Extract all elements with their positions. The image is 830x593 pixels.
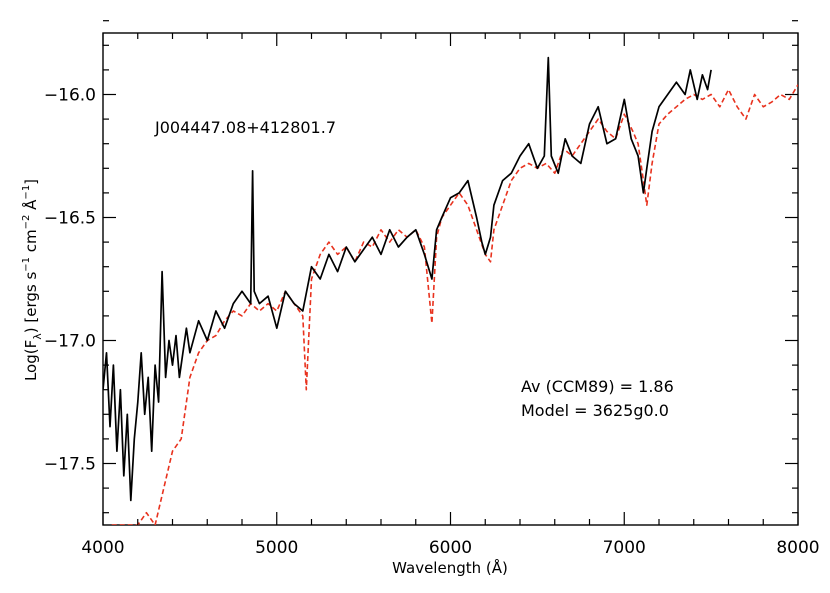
series-line-observed: [103, 56, 712, 502]
series-line-model: [111, 84, 798, 525]
av-label: Av (CCM89) = 1.86: [521, 377, 674, 396]
x-tick-label: 7000: [603, 538, 646, 558]
y-axis-title: Log(Fλ) [ergs s−1 cm−2 Å−1]: [21, 179, 44, 381]
y-tick-label: −16.0: [44, 86, 96, 106]
x-tick-label: 8000: [776, 538, 819, 558]
plot-frame: [102, 32, 799, 526]
x-tick-labels: 4000 5000 6000 7000 8000: [81, 538, 819, 558]
series-layer: [103, 56, 798, 525]
x-tick-label: 6000: [429, 538, 472, 558]
y-tick-labels: −16.0 −16.5 −17.0 −17.5: [44, 86, 96, 475]
y-tick-label: −16.5: [44, 209, 96, 229]
y-tick-label: −17.0: [44, 332, 96, 352]
x-tick-label: 5000: [255, 538, 298, 558]
x-tick-label: 4000: [81, 538, 124, 558]
tick-layer: [102, 20, 799, 525]
y-tick-label: −17.5: [44, 455, 96, 475]
object-name-label: J004447.08+412801.7: [154, 118, 336, 137]
x-axis-title: Wavelength (Å): [392, 558, 508, 577]
model-label: Model = 3625g0.0: [521, 401, 669, 420]
